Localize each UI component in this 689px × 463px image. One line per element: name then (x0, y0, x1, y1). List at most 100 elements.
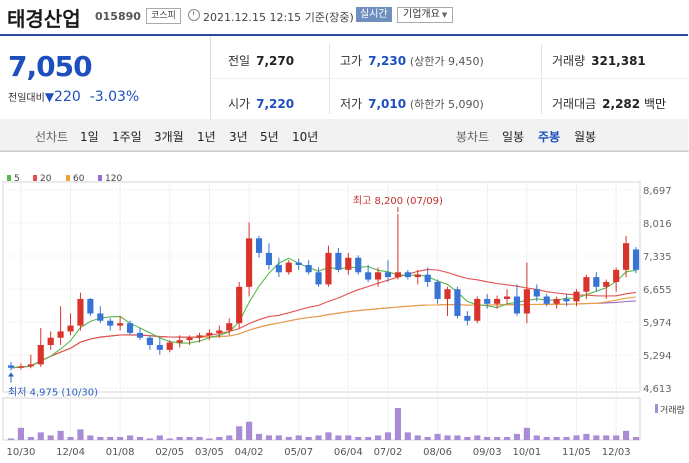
ma5-line (11, 258, 636, 368)
volume-bar (8, 438, 14, 440)
volume-bar (435, 434, 441, 440)
volume-bar (256, 434, 262, 440)
volume-bar (226, 435, 232, 440)
candle-body (28, 364, 34, 366)
candle-body (325, 253, 331, 285)
candle-body (196, 335, 202, 337)
volume-bar (534, 435, 540, 440)
candle-body (167, 343, 173, 350)
candle-body (613, 270, 619, 282)
candle-body (226, 323, 232, 330)
volume-bar (504, 437, 510, 440)
y-tick-label: 4,613 (643, 384, 672, 395)
volume-bar (464, 437, 470, 440)
candle-body (107, 321, 113, 326)
candle-body (435, 282, 441, 299)
volume-bar (97, 437, 103, 440)
volume-bar (415, 435, 421, 440)
volume-bar (514, 434, 520, 440)
candle-body (266, 253, 272, 265)
volume-bar (405, 432, 411, 440)
candle-body (127, 323, 133, 333)
candle-body (276, 265, 282, 272)
candle-body (186, 338, 192, 340)
ma60-line (11, 297, 636, 368)
y-tick-label: 6,655 (643, 285, 672, 296)
volume-bar (48, 435, 54, 440)
volume-legend-label: 거래량 (660, 404, 685, 416)
volume-bar (167, 438, 173, 440)
candle-body (583, 277, 589, 292)
candle-body (484, 299, 490, 304)
volume-bar (325, 432, 331, 440)
candle-body (67, 326, 73, 332)
x-tick-label: 03/05 (195, 447, 224, 458)
candle-body (444, 289, 450, 299)
volume-bar (315, 435, 321, 440)
candle-body (524, 289, 530, 313)
volume-bar (246, 422, 252, 440)
volume-bar (216, 437, 222, 440)
candle-body (355, 258, 361, 273)
y-tick-label: 8,697 (643, 186, 672, 197)
candle-body (464, 316, 470, 321)
candle-body (504, 297, 510, 299)
price-plot-frame (3, 182, 640, 392)
volume-bar (563, 437, 569, 440)
volume-bar (196, 437, 202, 440)
candle-body (425, 275, 431, 282)
x-tick-label: 05/07 (284, 447, 313, 458)
candle-body (474, 299, 480, 321)
volume-legend-swatch (655, 404, 658, 413)
volume-bar (67, 437, 73, 440)
volume-bar (157, 435, 163, 440)
candle-body (177, 340, 183, 342)
candle-body (315, 272, 321, 284)
x-tick-label: 12/03 (602, 447, 631, 458)
volume-bar (266, 435, 272, 440)
volume-bar (385, 432, 391, 440)
volume-bar (583, 434, 589, 440)
candle-body (494, 299, 500, 304)
y-tick-label: 8,016 (643, 219, 672, 230)
volume-bar (147, 438, 153, 440)
min-arrow-icon (8, 372, 14, 376)
candle-body (345, 258, 351, 270)
ma20-line (11, 269, 636, 367)
x-tick-label: 12/04 (56, 447, 85, 458)
volume-bar (484, 437, 490, 440)
candle-body (375, 272, 381, 279)
volume-bar (633, 437, 639, 440)
candle-body (573, 292, 579, 302)
volume-bar (593, 435, 599, 440)
candle-body (8, 365, 14, 367)
candle-body (306, 265, 312, 272)
volume-bar (454, 435, 460, 440)
x-tick-label: 04/02 (235, 447, 264, 458)
candle-body (415, 275, 421, 277)
volume-bar (276, 435, 282, 440)
candle-body (534, 289, 540, 296)
volume-bar (87, 435, 93, 440)
x-tick-label: 06/04 (334, 447, 363, 458)
volume-bar (306, 437, 312, 440)
y-tick-label: 7,335 (643, 252, 672, 263)
candle-body (48, 338, 54, 345)
volume-bar (395, 408, 401, 440)
candle-body (38, 345, 44, 364)
volume-bar (623, 431, 629, 440)
volume-bar (117, 437, 123, 440)
volume-bar (296, 435, 302, 440)
volume-bar (177, 437, 183, 440)
volume-bar (603, 435, 609, 440)
volume-bar (77, 429, 83, 440)
volume-bar (613, 435, 619, 440)
x-tick-label: 09/03 (473, 447, 502, 458)
candle-body (97, 313, 103, 320)
min-annotation: 최저 4,975 (10/30) (8, 386, 98, 398)
volume-bar (425, 437, 431, 440)
volume-bar (137, 437, 143, 440)
candle-body (365, 272, 371, 279)
volume-bar (206, 438, 212, 440)
